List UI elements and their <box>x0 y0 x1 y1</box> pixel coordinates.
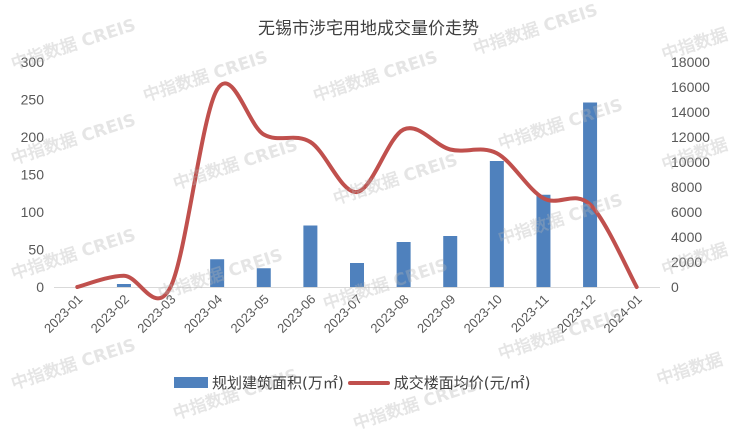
x-tick-label: 2023-02 <box>88 292 132 336</box>
legend-label: 规划建筑面积(万㎡) <box>212 374 344 392</box>
bar-2023-04[interactable] <box>210 259 225 287</box>
price-line[interactable] <box>75 81 639 301</box>
bar-2023-07[interactable] <box>350 263 364 287</box>
bar-2023-10[interactable] <box>489 161 504 287</box>
y-right-tick-label: 4000 <box>671 229 702 245</box>
legend-bar-swatch-icon <box>174 377 208 388</box>
y-right-tick-label: 8000 <box>671 179 702 195</box>
bar-2023-02[interactable] <box>116 284 131 287</box>
bar-2023-06[interactable] <box>303 225 318 288</box>
bar-2023-12[interactable] <box>583 102 598 288</box>
legend-item-line[interactable]: 成交楼面均价(元/㎡) <box>347 372 531 393</box>
bar-2023-05[interactable] <box>256 268 271 287</box>
y-left-tick-label: 150 <box>21 167 45 183</box>
x-tick-label: 2023-08 <box>367 292 411 336</box>
y-left-tick-label: 0 <box>36 279 44 295</box>
x-tick-label: 2023-10 <box>461 292 505 336</box>
y-right-tick-label: 2000 <box>671 254 702 270</box>
chart-title: 无锡市涉宅用地成交量价走势 <box>258 19 479 39</box>
bar-2023-08[interactable] <box>396 242 411 287</box>
x-tick-label: 2023-11 <box>508 292 552 336</box>
y-left-tick-label: 50 <box>28 242 44 258</box>
legend-label: 成交楼面均价(元/㎡) <box>393 374 531 392</box>
y-right-tick-label: 12000 <box>671 129 710 145</box>
y-right-tick-label: 14000 <box>671 104 710 120</box>
x-tick-label: 2023-06 <box>274 292 318 336</box>
y-left-tick-label: 100 <box>21 204 45 220</box>
y-right-tick-label: 6000 <box>671 204 702 220</box>
y-right-tick-label: 0 <box>671 279 679 295</box>
legend-line-swatch-icon <box>347 380 390 385</box>
y-right-tick-label: 16000 <box>671 79 710 95</box>
x-tick-label: 2023-01 <box>41 292 85 336</box>
x-tick-label: 2024-01 <box>600 292 644 336</box>
x-tick-label: 2023-07 <box>321 292 365 336</box>
x-tick-label: 2023-05 <box>228 292 272 336</box>
chart-plot-area: 0 50 100 150 200 250 300 0 2000 4000 6000 8000 10000… <box>21 54 711 336</box>
y-left-tick-label: 250 <box>21 92 45 108</box>
x-tick-label: 2023-12 <box>554 292 598 336</box>
bar-2023-09[interactable] <box>443 236 458 287</box>
legend-item-bar[interactable]: 规划建筑面积(万㎡) <box>174 372 344 393</box>
chart-legend: 规划建筑面积(万㎡) 成交楼面均价(元/㎡) <box>174 372 534 393</box>
y-left-tick-label: 200 <box>21 129 45 145</box>
x-tick-label: 2023-04 <box>181 292 225 336</box>
bar-2023-11[interactable] <box>536 194 551 287</box>
y-left-tick-label: 300 <box>21 54 45 70</box>
y-right-tick-label: 18000 <box>671 54 710 70</box>
y-right-tick-label: 10000 <box>671 154 710 170</box>
x-tick-label: 2023-09 <box>414 292 458 336</box>
